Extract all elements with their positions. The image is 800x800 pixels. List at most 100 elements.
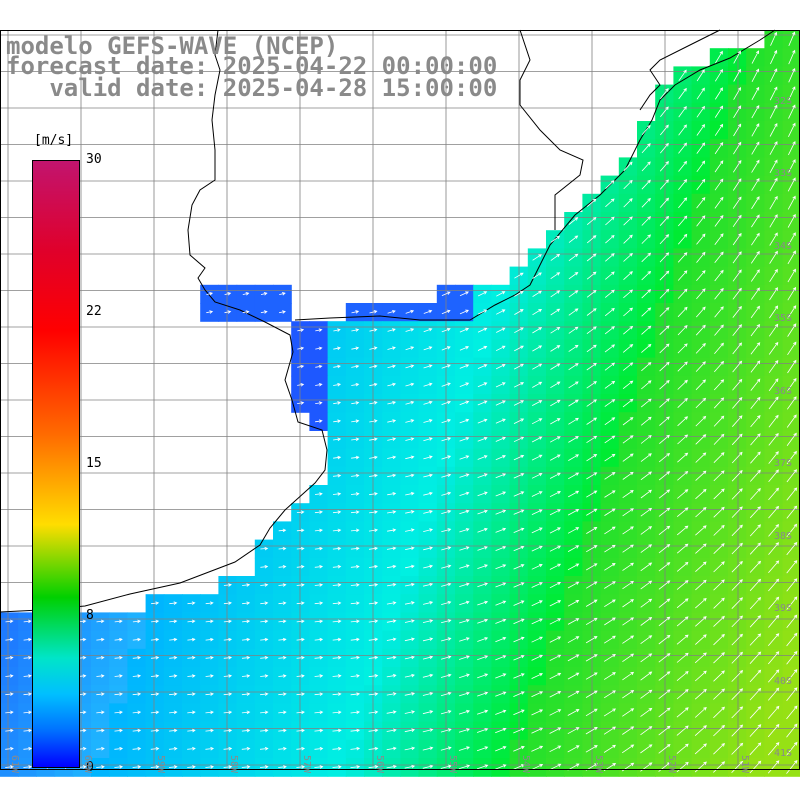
wind-arrow: [751, 214, 760, 228]
wind-arrow: [495, 709, 507, 715]
wind-arrow: [368, 746, 379, 751]
wind-arrow: [659, 270, 670, 281]
wind-arrow: [641, 307, 652, 317]
wind-arrow: [732, 342, 743, 355]
wind-arrow: [23, 746, 33, 751]
wind-arrow: [659, 380, 670, 390]
wind-cell: [691, 485, 711, 504]
wind-arrow: [369, 455, 378, 460]
wind-arrow: [787, 341, 797, 356]
wind-cell: [618, 248, 638, 268]
wind-arrow: [604, 490, 616, 498]
wind-arrow: [241, 656, 251, 660]
wind-arrow: [206, 292, 214, 296]
wind-arrow: [622, 708, 635, 717]
wind-arrow: [604, 417, 616, 426]
wind-cell: [546, 576, 565, 595]
wind-arrow: [659, 398, 670, 408]
wind-cell: [728, 594, 747, 613]
wind-cell: [546, 357, 565, 377]
wind-cell: [546, 266, 565, 286]
wind-cell: [564, 703, 583, 723]
wind-arrow: [622, 526, 634, 535]
wind-arrow: [297, 401, 305, 405]
wind-arrow: [550, 436, 561, 443]
wind-arrow: [713, 524, 725, 536]
wind-arrow: [495, 673, 507, 679]
wind-arrow: [477, 637, 489, 642]
wind-cell: [637, 576, 656, 595]
wind-arrow: [749, 615, 762, 628]
wind-arrow: [169, 601, 178, 605]
wind-arrow: [513, 673, 525, 679]
wind-arrow: [459, 546, 470, 551]
wind-arrow: [496, 309, 506, 315]
wind-cell: [691, 357, 711, 377]
wind-arrow: [767, 742, 780, 756]
wind-arrow: [733, 105, 742, 119]
wind-arrow: [695, 361, 706, 372]
wind-arrow: [586, 417, 598, 425]
wind-arrow: [660, 88, 669, 99]
wind-arrow: [676, 707, 689, 718]
wind-cell: [746, 576, 765, 595]
wind-arrow: [658, 543, 671, 554]
wind-cell: [764, 430, 784, 450]
lat-label: 35S: [773, 313, 792, 324]
wind-cell: [564, 648, 583, 668]
wind-arrow: [713, 470, 725, 482]
wind-arrow: [513, 600, 525, 606]
wind-arrow: [332, 474, 342, 478]
wind-arrow: [605, 198, 615, 208]
wind-arrow: [676, 689, 689, 700]
wind-arrow: [768, 560, 780, 574]
wind-arrow: [640, 471, 652, 481]
wind-arrow: [714, 178, 724, 191]
wind-arrow: [769, 159, 778, 173]
wind-arrow: [440, 746, 452, 751]
wind-arrow: [605, 271, 615, 280]
wind-arrow: [732, 324, 743, 337]
wind-arrow: [623, 234, 633, 244]
wind-arrow: [387, 310, 396, 314]
wind-cell: [764, 230, 784, 249]
wind-arrow: [622, 580, 634, 590]
wind-arrow: [241, 674, 251, 678]
wind-cell: [691, 412, 711, 431]
wind-arrow: [604, 599, 616, 608]
wind-arrow: [495, 546, 507, 551]
wind-arrow: [278, 528, 287, 533]
wind-arrow: [585, 708, 598, 717]
wind-arrow: [749, 578, 762, 592]
wind-cell: [764, 321, 784, 340]
wind-cell: [564, 739, 583, 759]
wind-cell: [764, 576, 784, 595]
wind-arrow: [441, 346, 451, 351]
wind-arrow: [151, 601, 160, 605]
wind-arrow: [604, 399, 616, 407]
wind-arrow: [350, 728, 361, 733]
wind-arrow: [749, 742, 762, 756]
wind-cell: [546, 303, 565, 322]
wind-arrow: [23, 692, 32, 696]
wind-arrow: [623, 161, 633, 172]
wind-arrow: [458, 728, 470, 733]
wind-arrow: [768, 469, 779, 483]
wind-arrow: [205, 710, 214, 715]
wind-cell: [728, 321, 747, 340]
wind-arrow: [676, 652, 689, 663]
wind-cell: [746, 539, 765, 559]
wind-arrow: [495, 400, 506, 406]
wind-arrow: [549, 636, 562, 643]
colorbar-tick-30: 30: [86, 152, 102, 167]
wind-arrow: [713, 633, 725, 646]
wind-arrow: [114, 692, 123, 696]
wind-cell: [673, 521, 693, 541]
wind-arrow: [604, 581, 616, 589]
wind-arrow: [751, 232, 760, 246]
wind-arrow: [695, 343, 706, 354]
wind-cell: [746, 503, 765, 522]
wind-arrow: [459, 291, 469, 297]
wind-arrow: [241, 692, 251, 696]
wind-arrow: [549, 563, 562, 570]
